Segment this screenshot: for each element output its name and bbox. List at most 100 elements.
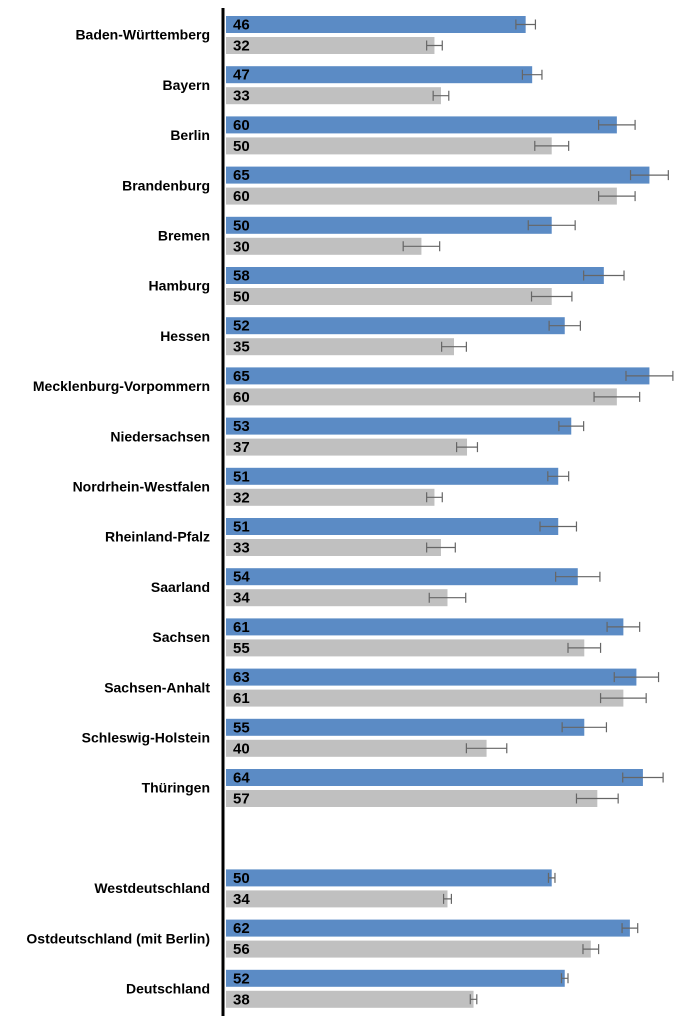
bar bbox=[226, 166, 650, 184]
category-label: Deutschland bbox=[126, 981, 210, 997]
bar bbox=[226, 990, 474, 1008]
error-bar bbox=[555, 571, 601, 582]
error-bar bbox=[598, 119, 636, 130]
bar bbox=[226, 718, 585, 736]
category-label: Rheinland-Pfalz bbox=[105, 529, 210, 545]
value-label: 53 bbox=[233, 418, 250, 435]
bar bbox=[226, 869, 552, 887]
value-label: 55 bbox=[233, 719, 250, 736]
bar bbox=[226, 116, 617, 134]
category-label: Westdeutschland bbox=[94, 880, 210, 896]
bar bbox=[226, 66, 533, 84]
value-label: 50 bbox=[233, 288, 250, 305]
bar bbox=[226, 940, 591, 958]
value-label: 50 bbox=[233, 870, 250, 887]
bar bbox=[226, 568, 578, 586]
bar bbox=[226, 338, 454, 356]
value-label: 55 bbox=[233, 640, 250, 657]
category-label: Sachsen bbox=[152, 629, 210, 645]
value-label: 57 bbox=[233, 790, 250, 807]
error-bar bbox=[426, 492, 443, 503]
category-label: Bremen bbox=[158, 228, 210, 244]
value-label: 51 bbox=[233, 518, 250, 535]
error-bar bbox=[593, 391, 641, 402]
value-label: 65 bbox=[233, 167, 250, 184]
error-bar bbox=[613, 672, 660, 683]
value-label: 50 bbox=[233, 138, 250, 155]
value-label: 33 bbox=[233, 539, 250, 556]
bar bbox=[226, 367, 650, 385]
value-label: 61 bbox=[233, 619, 250, 636]
bar bbox=[226, 488, 435, 506]
value-label: 62 bbox=[233, 920, 250, 937]
bar bbox=[226, 919, 630, 937]
value-label: 52 bbox=[233, 970, 250, 987]
value-label: 30 bbox=[233, 238, 250, 255]
error-bar bbox=[575, 793, 619, 804]
bar bbox=[226, 518, 559, 535]
error-bar bbox=[606, 621, 641, 632]
bar bbox=[226, 618, 624, 636]
error-bar bbox=[426, 40, 443, 51]
bar bbox=[226, 890, 448, 908]
bar bbox=[226, 539, 441, 556]
error-bar bbox=[515, 19, 537, 30]
value-label: 63 bbox=[233, 669, 250, 686]
value-label: 58 bbox=[233, 267, 250, 284]
category-label: Saarland bbox=[151, 579, 210, 595]
value-label: 33 bbox=[233, 88, 250, 105]
value-label: 56 bbox=[233, 941, 250, 958]
value-label: 35 bbox=[233, 339, 250, 356]
bar bbox=[226, 639, 585, 657]
bar bbox=[226, 37, 435, 54]
bar bbox=[226, 417, 572, 435]
bar bbox=[226, 237, 422, 255]
category-label: Mecklenburg-Vorpommern bbox=[33, 378, 210, 394]
category-label: Schleswig-Holstein bbox=[82, 730, 210, 746]
value-label: 34 bbox=[233, 590, 250, 607]
error-bar bbox=[622, 772, 664, 783]
category-label: Niedersachsen bbox=[110, 428, 210, 444]
value-label: 52 bbox=[233, 318, 250, 335]
category-label: Bayern bbox=[163, 77, 210, 93]
value-label: 32 bbox=[233, 37, 250, 54]
bar bbox=[226, 288, 552, 305]
value-label: 46 bbox=[233, 16, 250, 33]
value-label: 60 bbox=[233, 389, 250, 406]
error-bar bbox=[582, 944, 600, 955]
bar bbox=[226, 790, 598, 807]
error-bar bbox=[629, 170, 669, 181]
category-label: Hessen bbox=[160, 328, 210, 344]
error-bar bbox=[442, 893, 452, 904]
bar bbox=[226, 467, 559, 485]
bar bbox=[226, 769, 643, 786]
value-label: 65 bbox=[233, 368, 250, 385]
bar bbox=[226, 969, 565, 987]
value-label: 34 bbox=[233, 891, 250, 908]
error-bar bbox=[598, 191, 636, 202]
error-bar bbox=[560, 973, 569, 984]
category-label: Ostdeutschland (mit Berlin) bbox=[26, 930, 210, 946]
value-label: 47 bbox=[233, 67, 250, 84]
bar bbox=[226, 216, 552, 234]
error-bar bbox=[527, 220, 576, 231]
error-bar bbox=[530, 291, 573, 302]
value-label: 50 bbox=[233, 217, 250, 234]
value-label: 32 bbox=[233, 489, 250, 506]
bar bbox=[226, 267, 604, 284]
bar bbox=[226, 668, 637, 686]
error-bar bbox=[402, 241, 441, 252]
bar bbox=[226, 739, 487, 757]
error-bar bbox=[625, 370, 674, 381]
error-bar bbox=[432, 90, 450, 101]
value-label: 60 bbox=[233, 117, 250, 134]
error-bar bbox=[583, 270, 625, 281]
error-bar bbox=[621, 923, 639, 934]
error-bar bbox=[465, 743, 508, 754]
bar bbox=[226, 438, 468, 456]
error-bar bbox=[548, 320, 581, 331]
value-label: 40 bbox=[233, 740, 250, 757]
value-label: 61 bbox=[233, 690, 250, 707]
error-bar bbox=[428, 592, 467, 603]
